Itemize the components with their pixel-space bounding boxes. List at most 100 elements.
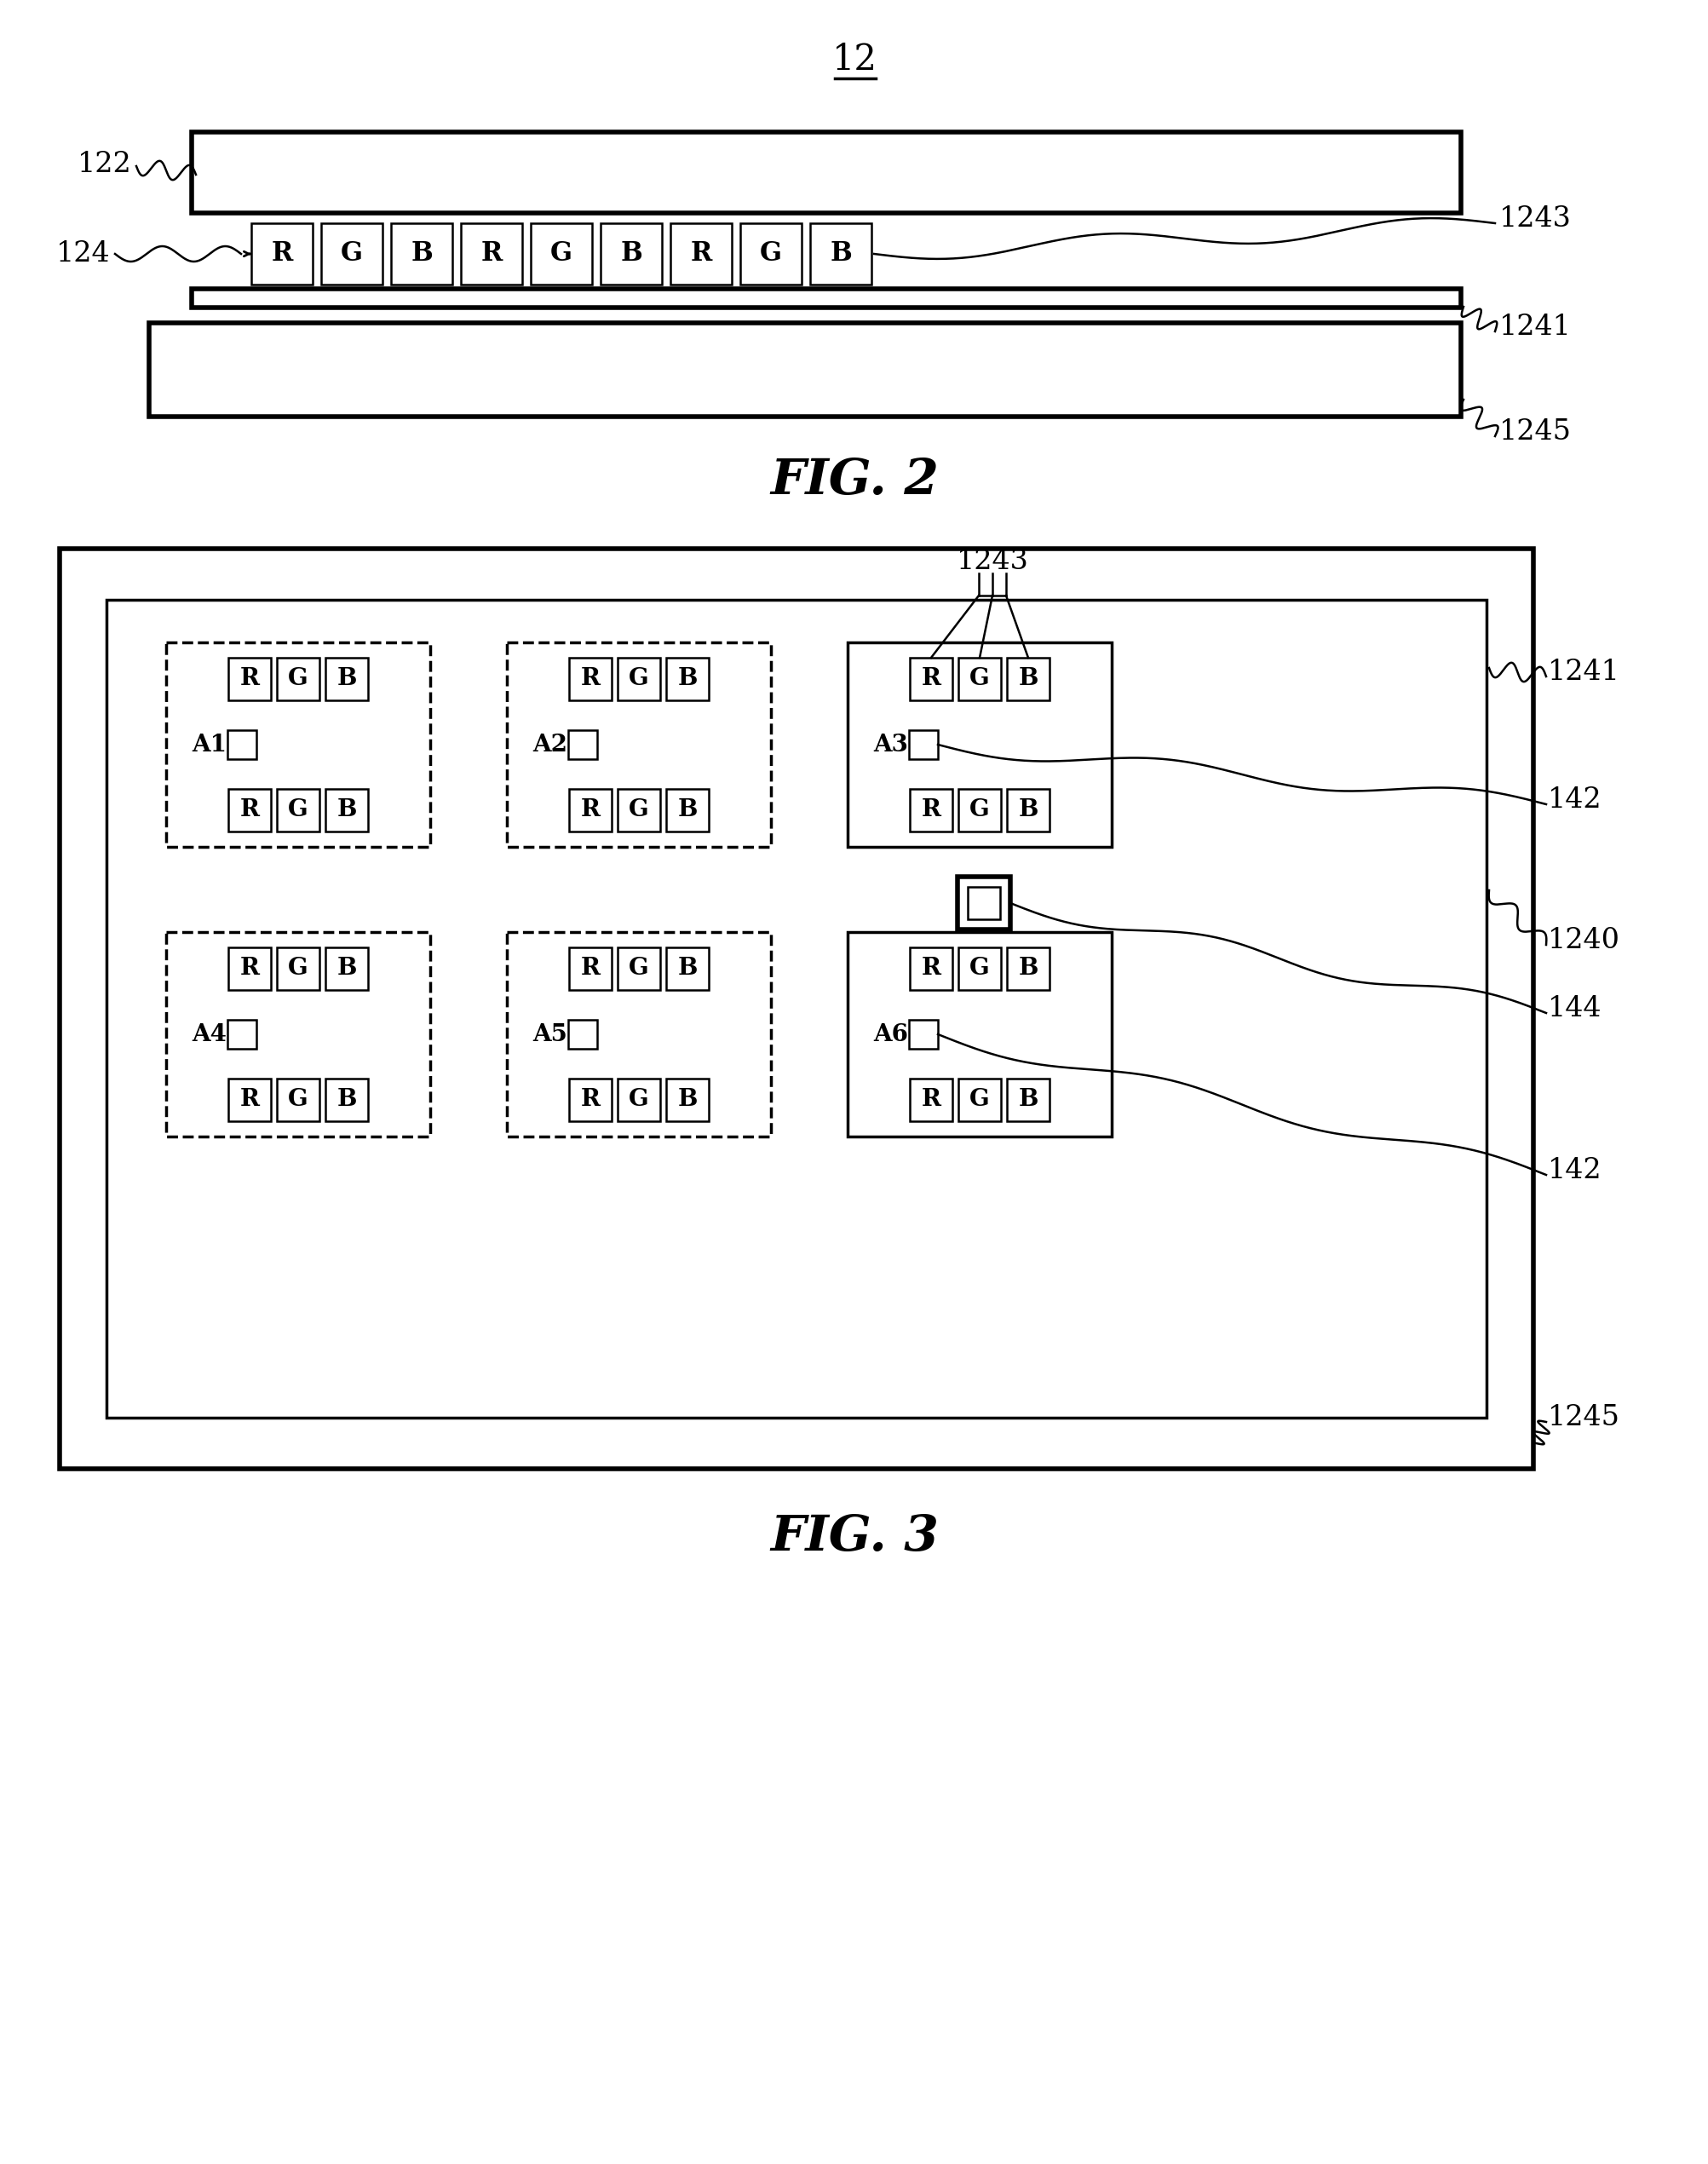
Bar: [666, 1078, 709, 1121]
Text: G: G: [629, 799, 649, 822]
Bar: [191, 288, 1460, 307]
Text: 122: 122: [77, 151, 132, 177]
Bar: [461, 223, 523, 283]
Text: R: R: [272, 240, 292, 266]
Text: G: G: [629, 1088, 649, 1112]
Text: A5: A5: [533, 1024, 567, 1045]
Bar: [227, 729, 256, 760]
Bar: [909, 729, 938, 760]
Text: G: G: [629, 667, 649, 690]
Bar: [191, 132, 1460, 212]
Bar: [600, 223, 661, 283]
Bar: [325, 948, 367, 989]
Text: B: B: [620, 240, 642, 266]
Bar: [229, 948, 272, 989]
Text: B: B: [1018, 667, 1038, 690]
Text: B: B: [676, 1088, 697, 1112]
Bar: [666, 790, 709, 831]
Bar: [569, 729, 596, 760]
Bar: [666, 658, 709, 701]
Bar: [847, 933, 1112, 1136]
Bar: [1006, 1078, 1049, 1121]
Bar: [617, 948, 659, 989]
Bar: [1006, 948, 1049, 989]
Text: 1240: 1240: [1547, 926, 1619, 954]
Text: R: R: [239, 799, 260, 822]
Text: B: B: [336, 956, 357, 980]
Bar: [909, 1019, 938, 1050]
Bar: [909, 658, 951, 701]
Text: R: R: [581, 956, 600, 980]
Bar: [325, 790, 367, 831]
Text: R: R: [690, 240, 712, 266]
Bar: [666, 948, 709, 989]
Bar: [847, 643, 1112, 846]
Bar: [740, 223, 801, 283]
Bar: [166, 643, 430, 846]
Text: 124: 124: [56, 240, 111, 268]
Text: R: R: [581, 667, 600, 690]
Text: R: R: [239, 1088, 260, 1112]
Bar: [277, 658, 319, 701]
Text: B: B: [830, 240, 851, 266]
Bar: [569, 1078, 611, 1121]
Bar: [956, 876, 1009, 931]
Text: B: B: [1018, 799, 1038, 822]
Text: G: G: [289, 956, 307, 980]
Bar: [1006, 658, 1049, 701]
Text: G: G: [760, 240, 782, 266]
Bar: [227, 1019, 256, 1050]
Bar: [325, 1078, 367, 1121]
Text: R: R: [921, 667, 941, 690]
Text: 1241: 1241: [1547, 658, 1619, 686]
Bar: [251, 223, 313, 283]
Bar: [569, 1019, 596, 1050]
Bar: [670, 223, 731, 283]
Bar: [60, 550, 1532, 1469]
Bar: [909, 1078, 951, 1121]
Bar: [958, 948, 1001, 989]
Bar: [325, 658, 367, 701]
Bar: [1006, 790, 1049, 831]
Text: G: G: [968, 956, 989, 980]
Text: B: B: [410, 240, 432, 266]
Text: R: R: [480, 240, 502, 266]
Text: B: B: [1018, 1088, 1038, 1112]
Text: R: R: [239, 956, 260, 980]
Bar: [277, 1078, 319, 1121]
Text: 1245: 1245: [1547, 1404, 1619, 1430]
Bar: [909, 948, 951, 989]
Text: B: B: [676, 956, 697, 980]
Bar: [229, 1078, 272, 1121]
Text: FIG. 3: FIG. 3: [770, 1513, 938, 1560]
Text: FIG. 2: FIG. 2: [770, 457, 938, 504]
Bar: [617, 1078, 659, 1121]
Text: A4: A4: [191, 1024, 227, 1045]
Text: G: G: [340, 240, 362, 266]
Bar: [909, 790, 951, 831]
Text: 1243: 1243: [1498, 206, 1571, 232]
Text: B: B: [1018, 956, 1038, 980]
Bar: [617, 658, 659, 701]
Bar: [507, 643, 770, 846]
Bar: [569, 790, 611, 831]
Bar: [967, 887, 999, 920]
Text: A1: A1: [191, 734, 227, 755]
Bar: [958, 1078, 1001, 1121]
Text: G: G: [550, 240, 572, 266]
Text: R: R: [921, 956, 941, 980]
Bar: [958, 658, 1001, 701]
Bar: [166, 933, 430, 1136]
Bar: [569, 658, 611, 701]
Text: A6: A6: [873, 1024, 907, 1045]
Text: 12: 12: [832, 41, 876, 78]
Text: B: B: [676, 667, 697, 690]
Bar: [391, 223, 453, 283]
Bar: [277, 790, 319, 831]
Text: R: R: [581, 799, 600, 822]
Text: 1245: 1245: [1498, 418, 1571, 446]
Bar: [277, 948, 319, 989]
Text: A3: A3: [873, 734, 907, 755]
Text: 1243: 1243: [956, 547, 1028, 576]
Text: R: R: [581, 1088, 600, 1112]
